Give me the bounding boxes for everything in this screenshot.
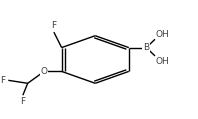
Text: OH: OH bbox=[156, 57, 170, 66]
Text: O: O bbox=[41, 67, 48, 76]
Text: F: F bbox=[0, 76, 5, 85]
Text: F: F bbox=[51, 21, 56, 30]
Text: F: F bbox=[20, 97, 25, 106]
Text: B: B bbox=[143, 43, 149, 52]
Text: OH: OH bbox=[156, 30, 170, 39]
